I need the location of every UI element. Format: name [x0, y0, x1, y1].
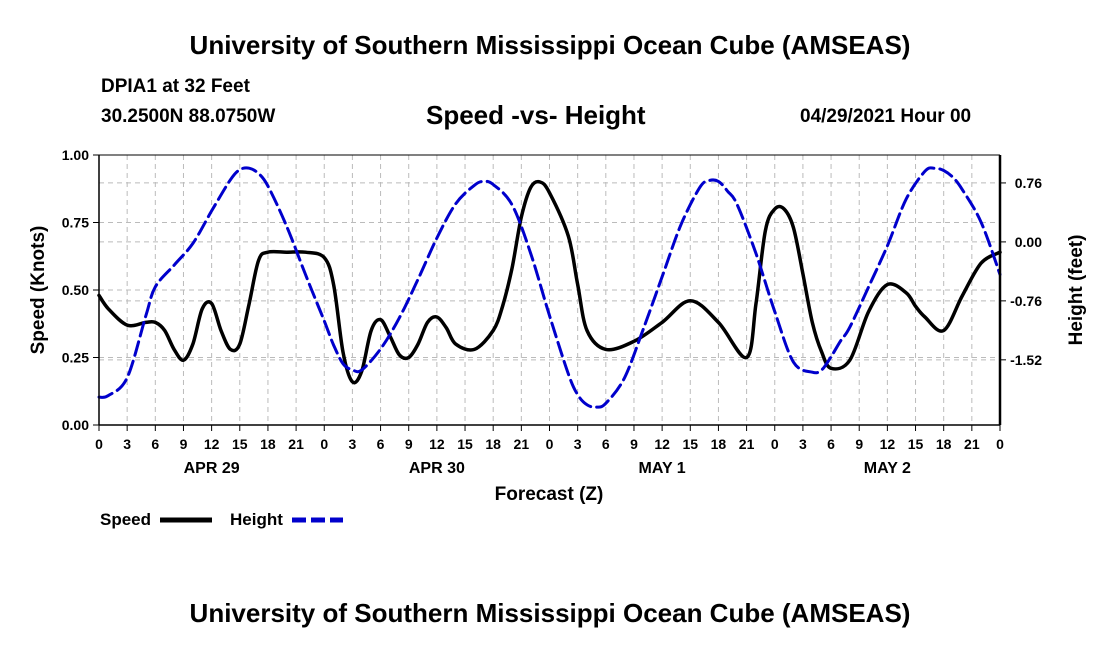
y2-tick-label: -1.52	[1010, 352, 1042, 368]
x-tick-label: 21	[739, 436, 755, 452]
chart-title-bottom: University of Southern Mississippi Ocean…	[189, 598, 911, 628]
legend-height-label: Height	[230, 510, 283, 529]
axis-labels: Forecast (Z) Speed (Knots) Height (feet)	[28, 226, 1087, 505]
x-tick-label: 9	[855, 436, 863, 452]
x-tick-label: 18	[711, 436, 727, 452]
day-label: APR 30	[409, 460, 465, 477]
x-tick-label: 0	[546, 436, 554, 452]
x-tick-label: 6	[602, 436, 610, 452]
x-tick-label: 9	[630, 436, 638, 452]
x-tick-label: 18	[260, 436, 276, 452]
chart-subtitle: Speed -vs- Height	[426, 100, 646, 130]
x-axis-label: Forecast (Z)	[495, 484, 604, 505]
legend: Speed Height	[100, 510, 343, 529]
x-tick-label: 12	[204, 436, 220, 452]
x-tick-label: 12	[880, 436, 896, 452]
day-label: APR 29	[184, 460, 240, 477]
x-tick-label: 21	[964, 436, 980, 452]
x-tick-label: 3	[123, 436, 131, 452]
y2-axis-label: Height (feet)	[1066, 235, 1087, 346]
x-tick-label: 0	[996, 436, 1004, 452]
chart-title-top: University of Southern Mississippi Ocean…	[189, 30, 911, 60]
x-tick-label: 3	[574, 436, 582, 452]
x-tick-label: 9	[180, 436, 188, 452]
x-tick-label: 0	[95, 436, 103, 452]
x-tick-label: 0	[771, 436, 779, 452]
x-tick-label: 15	[908, 436, 924, 452]
x-tick-label: 12	[654, 436, 670, 452]
height-series-line	[97, 166, 1002, 409]
x-tick-label: 6	[151, 436, 159, 452]
station-label: DPIA1 at 32 Feet	[101, 76, 250, 97]
x-tick-label: 12	[429, 436, 445, 452]
y2-tick-label: -0.76	[1010, 293, 1042, 309]
day-label: MAY 1	[639, 460, 686, 477]
legend-speed-label: Speed	[100, 510, 151, 529]
day-label: MAY 2	[864, 460, 911, 477]
x-tick-label: 15	[682, 436, 698, 452]
coordinates-label: 30.2500N 88.0750W	[101, 106, 276, 127]
x-tick-label: 21	[288, 436, 304, 452]
series-layer	[97, 166, 1002, 409]
x-tick-label: 9	[405, 436, 413, 452]
x-tick-label: 3	[799, 436, 807, 452]
x-tick-label: 18	[936, 436, 952, 452]
x-tick-label: 15	[457, 436, 473, 452]
y-tick-label: 1.00	[62, 147, 89, 163]
speed-series-line	[97, 179, 1002, 385]
x-tick-label: 6	[377, 436, 385, 452]
forecast-datetime: 04/29/2021 Hour 00	[800, 106, 972, 127]
y-axis-label: Speed (Knots)	[28, 226, 49, 355]
axes: 0 3 6 9 12 15 18 21 0 3 6 9 12 15 18 21 0 3 6 9 12 15 18 21 0 3 6 9…	[62, 147, 1042, 477]
y2-tick-label: 0.76	[1015, 175, 1042, 191]
y-tick-label: 0.50	[62, 282, 89, 298]
y-tick-label: 0.75	[62, 215, 89, 231]
y-tick-label: 0.25	[62, 350, 89, 366]
y2-tick-label: 0.00	[1015, 234, 1042, 250]
x-tick-label: 6	[827, 436, 835, 452]
x-tick-label: 18	[485, 436, 501, 452]
y-tick-label: 0.00	[62, 417, 89, 433]
x-tick-label: 21	[514, 436, 530, 452]
x-tick-label: 15	[232, 436, 248, 452]
x-tick-label: 3	[349, 436, 357, 452]
x-tick-label: 0	[320, 436, 328, 452]
